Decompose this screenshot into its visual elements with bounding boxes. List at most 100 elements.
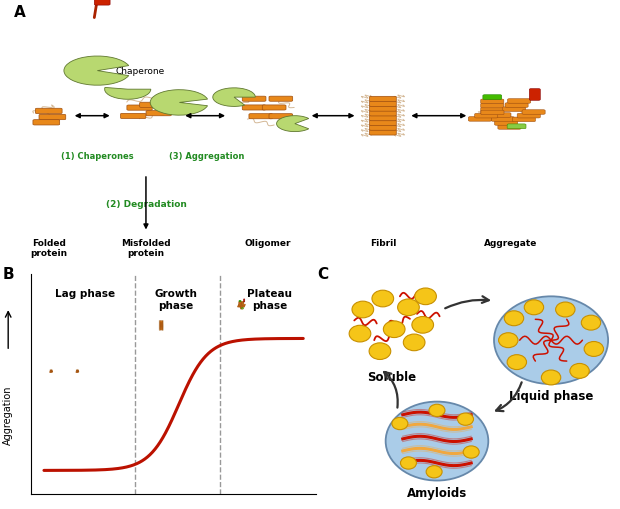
Circle shape	[349, 326, 371, 342]
Circle shape	[426, 466, 442, 478]
Circle shape	[383, 321, 405, 338]
Circle shape	[386, 402, 489, 480]
Circle shape	[525, 300, 544, 315]
FancyBboxPatch shape	[508, 100, 531, 104]
FancyBboxPatch shape	[269, 97, 293, 102]
Circle shape	[541, 370, 560, 385]
FancyBboxPatch shape	[239, 305, 242, 306]
FancyBboxPatch shape	[76, 371, 78, 372]
Circle shape	[352, 301, 374, 318]
Wedge shape	[277, 117, 309, 132]
FancyBboxPatch shape	[239, 305, 241, 306]
FancyBboxPatch shape	[35, 109, 62, 115]
FancyBboxPatch shape	[160, 328, 162, 329]
FancyBboxPatch shape	[505, 104, 528, 108]
FancyBboxPatch shape	[488, 114, 511, 118]
FancyBboxPatch shape	[239, 301, 241, 302]
Text: B: B	[2, 266, 14, 281]
FancyBboxPatch shape	[241, 302, 244, 303]
Wedge shape	[213, 89, 255, 107]
Circle shape	[507, 355, 526, 370]
FancyBboxPatch shape	[503, 108, 526, 112]
FancyBboxPatch shape	[160, 326, 162, 327]
FancyBboxPatch shape	[495, 122, 518, 126]
FancyBboxPatch shape	[262, 106, 286, 111]
Text: Soluble: Soluble	[367, 370, 416, 383]
Text: C: C	[317, 266, 329, 281]
FancyBboxPatch shape	[127, 106, 153, 111]
FancyBboxPatch shape	[239, 303, 241, 304]
Text: Aggregation: Aggregation	[3, 384, 13, 444]
Circle shape	[404, 334, 425, 351]
Circle shape	[584, 342, 603, 357]
FancyBboxPatch shape	[160, 322, 162, 324]
FancyBboxPatch shape	[244, 299, 245, 302]
FancyBboxPatch shape	[39, 115, 66, 121]
Text: Chaperone: Chaperone	[115, 67, 165, 76]
FancyBboxPatch shape	[120, 114, 146, 119]
FancyBboxPatch shape	[370, 121, 396, 126]
Text: Amyloids: Amyloids	[407, 486, 467, 499]
FancyBboxPatch shape	[475, 114, 498, 119]
FancyBboxPatch shape	[33, 121, 60, 126]
FancyBboxPatch shape	[241, 304, 243, 305]
Circle shape	[570, 364, 589, 379]
Text: Folded
protein: Folded protein	[30, 238, 68, 258]
Circle shape	[392, 417, 408, 430]
FancyBboxPatch shape	[239, 302, 241, 303]
Text: Time →: Time →	[155, 507, 192, 509]
Circle shape	[498, 333, 518, 348]
FancyBboxPatch shape	[140, 103, 165, 108]
Circle shape	[582, 316, 601, 330]
FancyBboxPatch shape	[370, 111, 396, 117]
FancyBboxPatch shape	[50, 371, 51, 372]
Circle shape	[504, 311, 524, 326]
Text: (1) Chaperones: (1) Chaperones	[61, 152, 134, 161]
Text: Aggregate: Aggregate	[484, 238, 537, 247]
Text: (3) Aggregation: (3) Aggregation	[169, 152, 244, 161]
FancyBboxPatch shape	[469, 118, 492, 122]
FancyBboxPatch shape	[480, 100, 504, 104]
Text: Liquid phase: Liquid phase	[509, 389, 593, 403]
Circle shape	[463, 446, 479, 458]
FancyBboxPatch shape	[240, 307, 242, 308]
FancyBboxPatch shape	[370, 107, 396, 112]
FancyBboxPatch shape	[241, 308, 243, 309]
FancyBboxPatch shape	[146, 111, 171, 117]
FancyBboxPatch shape	[370, 130, 396, 136]
FancyBboxPatch shape	[483, 96, 502, 100]
FancyBboxPatch shape	[481, 111, 504, 116]
FancyBboxPatch shape	[240, 306, 242, 307]
FancyBboxPatch shape	[512, 118, 536, 122]
FancyBboxPatch shape	[160, 329, 162, 330]
FancyBboxPatch shape	[249, 115, 273, 120]
FancyBboxPatch shape	[480, 112, 504, 117]
Circle shape	[397, 299, 419, 316]
FancyBboxPatch shape	[529, 90, 540, 101]
FancyBboxPatch shape	[241, 308, 244, 309]
Circle shape	[412, 317, 433, 333]
FancyBboxPatch shape	[238, 305, 241, 306]
Circle shape	[458, 413, 474, 426]
FancyBboxPatch shape	[239, 304, 241, 305]
FancyBboxPatch shape	[480, 108, 504, 113]
Text: Growth
phase: Growth phase	[155, 289, 198, 310]
FancyBboxPatch shape	[370, 102, 396, 107]
FancyBboxPatch shape	[160, 325, 162, 326]
FancyBboxPatch shape	[78, 372, 79, 373]
FancyBboxPatch shape	[243, 304, 246, 306]
Text: Oligomer: Oligomer	[244, 238, 291, 247]
FancyBboxPatch shape	[498, 126, 521, 130]
Text: (2) Degradation: (2) Degradation	[105, 200, 187, 209]
Wedge shape	[150, 91, 208, 116]
Circle shape	[372, 291, 394, 307]
Circle shape	[401, 457, 417, 469]
FancyBboxPatch shape	[242, 97, 266, 102]
Text: Plateau
phase: Plateau phase	[247, 289, 292, 310]
FancyBboxPatch shape	[269, 115, 293, 120]
Text: Fibril: Fibril	[370, 238, 396, 247]
Wedge shape	[64, 57, 129, 86]
FancyBboxPatch shape	[242, 106, 266, 111]
Text: Lag phase: Lag phase	[55, 289, 115, 298]
FancyBboxPatch shape	[507, 125, 526, 129]
